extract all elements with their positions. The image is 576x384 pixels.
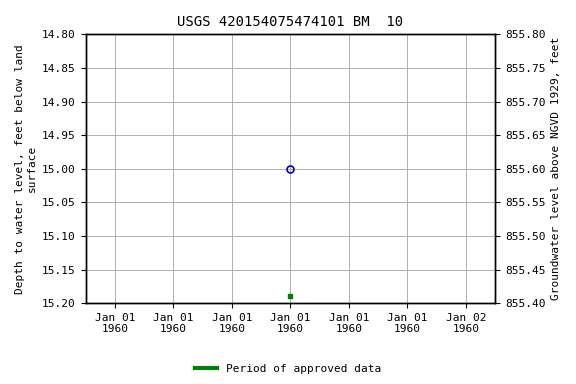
Y-axis label: Depth to water level, feet below land
surface: Depth to water level, feet below land su… (15, 44, 37, 294)
Y-axis label: Groundwater level above NGVD 1929, feet: Groundwater level above NGVD 1929, feet (551, 37, 561, 300)
Legend: Period of approved data: Period of approved data (191, 359, 385, 379)
Title: USGS 420154075474101 BM  10: USGS 420154075474101 BM 10 (177, 15, 403, 29)
